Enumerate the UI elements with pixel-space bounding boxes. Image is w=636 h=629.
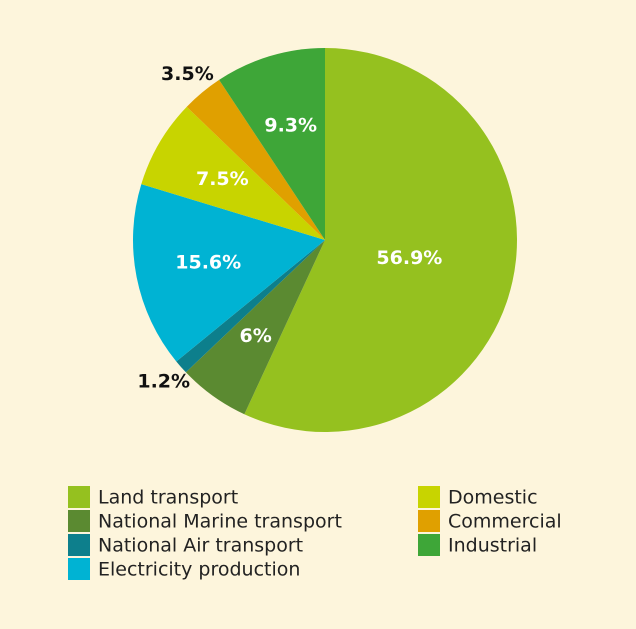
pie-slice (244, 48, 517, 432)
pie-slice (132, 184, 325, 362)
legend-swatch (68, 510, 90, 532)
legend-swatch (68, 534, 90, 556)
legend-label: Domestic (448, 487, 538, 509)
data-label: 1.2% (137, 371, 190, 393)
pie-slice (219, 48, 325, 240)
pie-slice (185, 240, 325, 415)
legend-label: National Marine transport (98, 511, 342, 533)
pie-slice (176, 240, 325, 373)
pie-slice (186, 79, 325, 241)
data-label: 56.9% (376, 247, 442, 269)
legend-swatch (418, 510, 440, 532)
legend-label: Electricity production (98, 559, 300, 581)
legend-swatch (68, 486, 90, 508)
legend-label: Land transport (98, 487, 238, 509)
legend-swatch (418, 534, 440, 556)
pie-slice (141, 106, 325, 240)
legend-label: Commercial (448, 511, 562, 533)
legend-label: Industrial (448, 535, 537, 557)
legend-swatch (68, 558, 90, 580)
data-label: 7.5% (196, 168, 249, 190)
data-label: 9.3% (264, 115, 317, 137)
legend-label: National Air transport (98, 535, 303, 557)
data-label: 6% (240, 325, 272, 347)
data-label: 3.5% (161, 63, 214, 85)
data-label: 15.6% (175, 252, 241, 274)
legend-swatch (418, 486, 440, 508)
